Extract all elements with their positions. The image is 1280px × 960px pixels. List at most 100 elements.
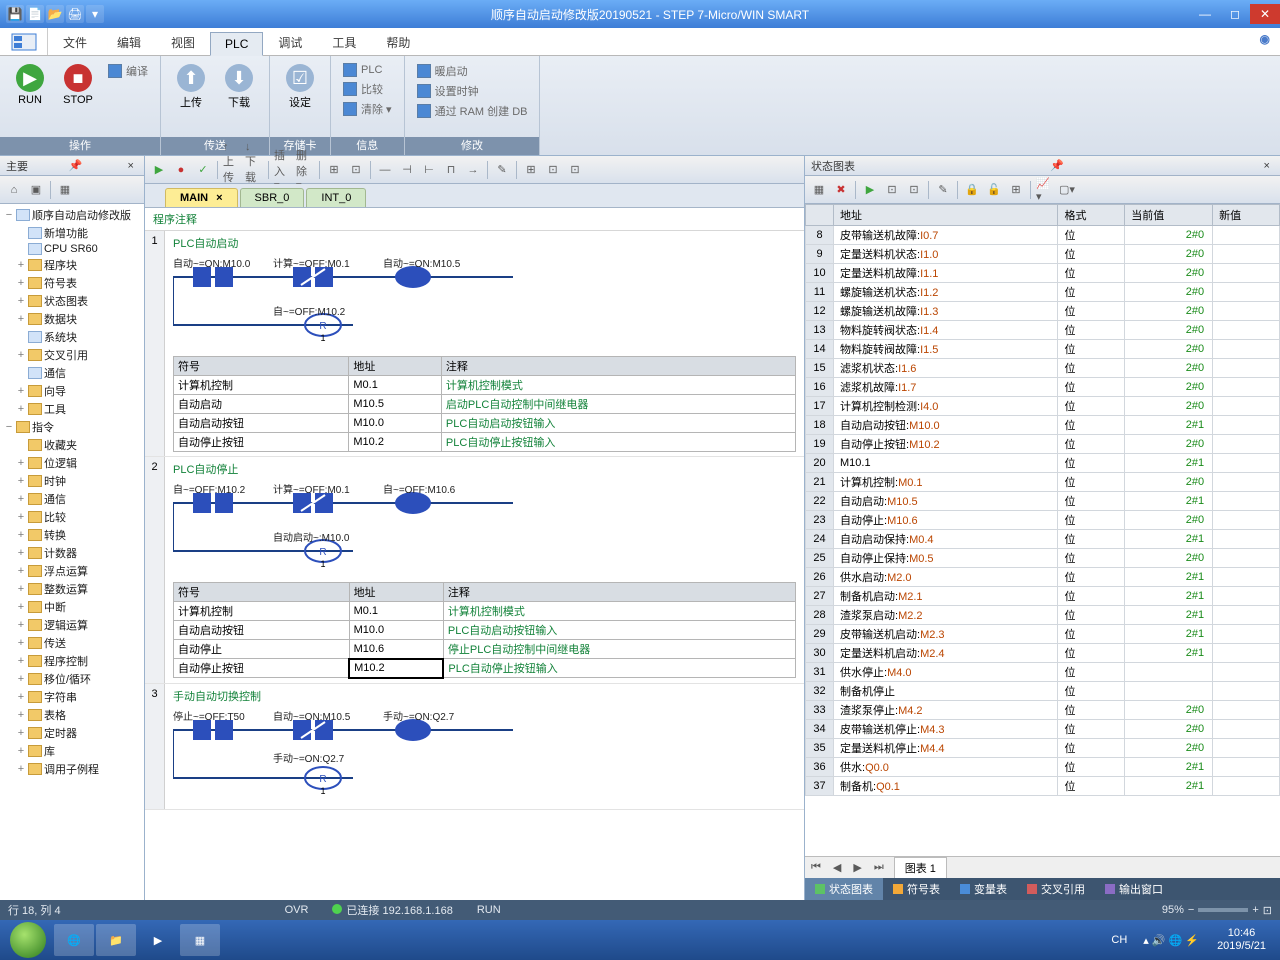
status-row[interactable]: 33渣浆泵停止:M4.2位2#0 [806, 701, 1280, 720]
toolbar-btn[interactable]: ↑ 上传 ▾ [222, 160, 242, 180]
tree-item[interactable]: 通信 [2, 364, 142, 382]
tray-icons[interactable]: ▴ 🔊 🌐 ⚡ [1137, 934, 1205, 947]
ribbon-item[interactable]: 通过 RAM 创建 DB [413, 102, 532, 120]
qat-new-icon[interactable]: 📄 [26, 5, 44, 23]
menu-tab-编辑[interactable]: 编辑 [102, 29, 156, 56]
tree-item[interactable]: +表格 [2, 706, 142, 724]
app-logo[interactable] [0, 28, 48, 55]
nav-prev-icon[interactable]: ◀ [827, 861, 847, 874]
tree-btn-icon[interactable]: ▦ [55, 180, 75, 200]
nav-next-icon[interactable]: ▶ [847, 861, 867, 874]
tb-edit-icon[interactable]: ✎ [933, 180, 953, 200]
tree-item[interactable]: +程序控制 [2, 652, 142, 670]
status-row[interactable]: 23自动停止:M10.6位2#0 [806, 511, 1280, 530]
ribbon-run-button[interactable]: ▶RUN [8, 60, 52, 106]
tree-item[interactable]: +向导 [2, 382, 142, 400]
ribbon-设定-button[interactable]: ☑设定 [278, 60, 322, 110]
ribbon-item[interactable]: 编译 [104, 62, 152, 80]
tb-chart-icon[interactable]: 📈▾ [1035, 180, 1055, 200]
tb-icon[interactable]: ⊡ [904, 180, 924, 200]
footer-tab-状态图表[interactable]: 状态图表 [805, 878, 883, 900]
toolbar-btn[interactable]: 插入 ▾ [273, 160, 293, 180]
status-row[interactable]: 34皮带输送机停止:M4.3位2#0 [806, 720, 1280, 739]
toolbar-btn[interactable]: — [375, 160, 395, 180]
toolbar-btn[interactable]: ⊓ [441, 160, 461, 180]
status-row[interactable]: 29皮带输送机启动:M2.3位2#1 [806, 625, 1280, 644]
ribbon-下载-button[interactable]: ⬇下载 [217, 60, 261, 110]
tree-item[interactable]: +浮点运算 [2, 562, 142, 580]
tree-item[interactable]: 收藏夹 [2, 436, 142, 454]
tree-item[interactable]: +比较 [2, 508, 142, 526]
tree-item[interactable]: +中断 [2, 598, 142, 616]
toolbar-btn[interactable]: ⊡ [346, 160, 366, 180]
status-row[interactable]: 22自动启动:M10.5位2#1 [806, 492, 1280, 511]
ribbon-item[interactable]: 清除 ▾ [339, 100, 396, 118]
footer-tab-输出窗口[interactable]: 输出窗口 [1095, 878, 1173, 900]
qat-print-icon[interactable]: 🖨 [66, 5, 84, 23]
panel-pin-icon[interactable]: 📌 [1050, 159, 1064, 172]
toolbar-btn[interactable]: ⊢ [419, 160, 439, 180]
start-button[interactable] [4, 924, 52, 956]
ribbon-上传-button[interactable]: ⬆上传 [169, 60, 213, 110]
tree-item[interactable]: +移位/循环 [2, 670, 142, 688]
status-row[interactable]: 27制备机启动:M2.1位2#1 [806, 587, 1280, 606]
status-row[interactable]: 16滤浆机故障:I1.7位2#0 [806, 378, 1280, 397]
tree-item[interactable]: +状态图表 [2, 292, 142, 310]
panel-close-icon[interactable]: × [124, 160, 138, 172]
status-row[interactable]: 18自动启动按钮:M10.0位2#1 [806, 416, 1280, 435]
status-row[interactable]: 32制备机停止位 [806, 682, 1280, 701]
status-row[interactable]: 20M10.1位2#1 [806, 454, 1280, 473]
status-grid[interactable]: 地址格式当前值新值8皮带输送机故障:I0.7位2#09定量送料机状态:I1.0位… [805, 204, 1280, 856]
tb-icon[interactable]: ⊡ [882, 180, 902, 200]
qat-save-icon[interactable]: 💾 [6, 5, 24, 23]
tree-item[interactable]: +整数运算 [2, 580, 142, 598]
tree-item[interactable]: −顺序自动启动修改版 [2, 206, 142, 224]
tree-item[interactable]: +交叉引用 [2, 346, 142, 364]
status-row[interactable]: 25自动停止保持:M0.5位2#0 [806, 549, 1280, 568]
tree-item[interactable]: +逻辑运算 [2, 616, 142, 634]
toolbar-btn[interactable]: ✎ [492, 160, 512, 180]
sheet-tab[interactable]: 图表 1 [894, 857, 947, 879]
status-row[interactable]: 30定量送料机启动:M2.4位2#1 [806, 644, 1280, 663]
qat-more-icon[interactable]: ▾ [86, 5, 104, 23]
tree-item[interactable]: +字符串 [2, 688, 142, 706]
ribbon-item[interactable]: 设置时钟 [413, 82, 532, 100]
status-row[interactable]: 9定量送料机状态:I1.0位2#0 [806, 245, 1280, 264]
status-row[interactable]: 24自动启动保持:M0.4位2#1 [806, 530, 1280, 549]
ribbon-item[interactable]: 暖启动 [413, 62, 532, 80]
editor-tab-SBR_0[interactable]: SBR_0 [240, 188, 305, 207]
panel-pin-icon[interactable]: 📌 [69, 159, 83, 172]
qat-open-icon[interactable]: 📂 [46, 5, 64, 23]
taskbar-ie-icon[interactable]: 🌐 [54, 924, 94, 956]
maximize-button[interactable]: ◻ [1220, 4, 1250, 24]
tree-home-icon[interactable]: ⌂ [4, 180, 24, 200]
tree-item[interactable]: +库 [2, 742, 142, 760]
tree-item[interactable]: +时钟 [2, 472, 142, 490]
ribbon-item[interactable]: PLC [339, 62, 396, 78]
toolbar-btn[interactable]: ● [171, 160, 191, 180]
footer-tab-交叉引用[interactable]: 交叉引用 [1017, 878, 1095, 900]
toolbar-btn[interactable]: ✓ [193, 160, 213, 180]
editor-tab-MAIN[interactable]: MAIN× [165, 188, 238, 207]
editor-tab-INT_0[interactable]: INT_0 [306, 188, 366, 207]
toolbar-btn[interactable]: → [463, 160, 483, 180]
ime-indicator[interactable]: CH [1103, 934, 1135, 946]
footer-tab-符号表[interactable]: 符号表 [883, 878, 950, 900]
taskbar-app-icon[interactable]: ▦ [180, 924, 220, 956]
taskbar-media-icon[interactable]: ▶ [138, 924, 178, 956]
menu-tab-调试[interactable]: 调试 [263, 29, 317, 56]
tree-item[interactable]: +通信 [2, 490, 142, 508]
project-tree[interactable]: −顺序自动启动修改版新增功能CPU SR60+程序块+符号表+状态图表+数据块系… [0, 204, 144, 900]
tree-item[interactable]: 新增功能 [2, 224, 142, 242]
menu-tab-文件[interactable]: 文件 [48, 29, 102, 56]
status-row[interactable]: 36供水:Q0.0位2#1 [806, 758, 1280, 777]
status-row[interactable]: 26供水启动:M2.0位2#1 [806, 568, 1280, 587]
toolbar-btn[interactable]: ⊣ [397, 160, 417, 180]
status-row[interactable]: 21计算机控制:M0.1位2#0 [806, 473, 1280, 492]
menu-tab-视图[interactable]: 视图 [156, 29, 210, 56]
tree-item[interactable]: +工具 [2, 400, 142, 418]
menu-tab-PLC[interactable]: PLC [210, 32, 263, 56]
status-row[interactable]: 11螺旋输送机状态:I1.2位2#0 [806, 283, 1280, 302]
tree-item[interactable]: +程序块 [2, 256, 142, 274]
toolbar-btn[interactable]: ↓ 下载 ▾ [244, 160, 264, 180]
